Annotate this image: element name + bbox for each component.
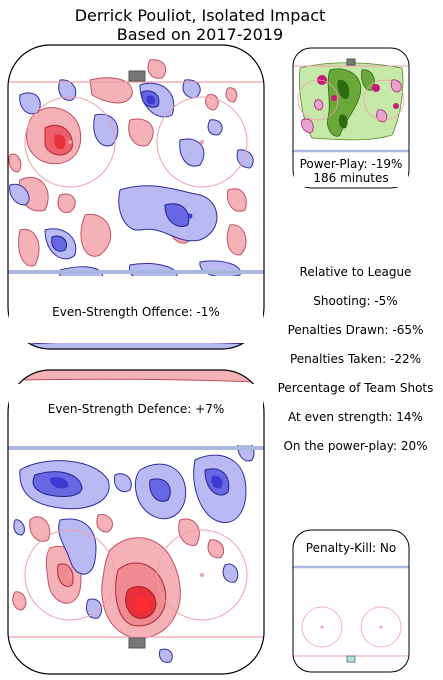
defence-rink-lines: [8, 446, 264, 649]
chart-title: Derrick Pouliot, Isolated Impact: [74, 6, 326, 25]
power-play-heat: [299, 62, 404, 141]
power-play-label-box: [294, 154, 408, 187]
stat-power-play: On the power-play: 20%: [283, 439, 428, 453]
power-play-label: Power-Play: -19%: [299, 157, 403, 171]
stat-penalties-taken: Penalties Taken: -22%: [289, 352, 422, 366]
defence-label-box: [9, 384, 263, 445]
stat-shooting: Shooting: -5%: [313, 294, 398, 308]
chart-subtitle: Based on 2017-2019: [116, 25, 284, 44]
power-play-rink-border: [292, 47, 410, 189]
power-play-rink-lines: [293, 58, 409, 153]
offence-heat: [8, 59, 256, 349]
stat-penalties-drawn: Penalties Drawn: -65%: [287, 323, 424, 337]
power-play-minutes: 186 minutes: [313, 171, 389, 185]
offence-label: Even-Strength Offence: -1%: [52, 305, 220, 319]
defence-rink-border: [7, 369, 265, 675]
relative-heading: Relative to League: [299, 265, 412, 279]
team-shots-heading: Percentage of Team Shots: [277, 381, 434, 395]
penalty-kill-rink-border: [292, 529, 410, 673]
offence-rink-lines: [8, 70, 264, 274]
penalty-kill-rink-lines: [293, 565, 409, 663]
stat-even-strength: At even strength: 14%: [288, 410, 423, 424]
defence-label: Even-Strength Defence: +7%: [47, 402, 225, 416]
offence-label-box: [9, 276, 263, 343]
penalty-kill-label: Penalty-Kill: No: [305, 541, 397, 555]
offence-rink-border: [7, 44, 265, 350]
